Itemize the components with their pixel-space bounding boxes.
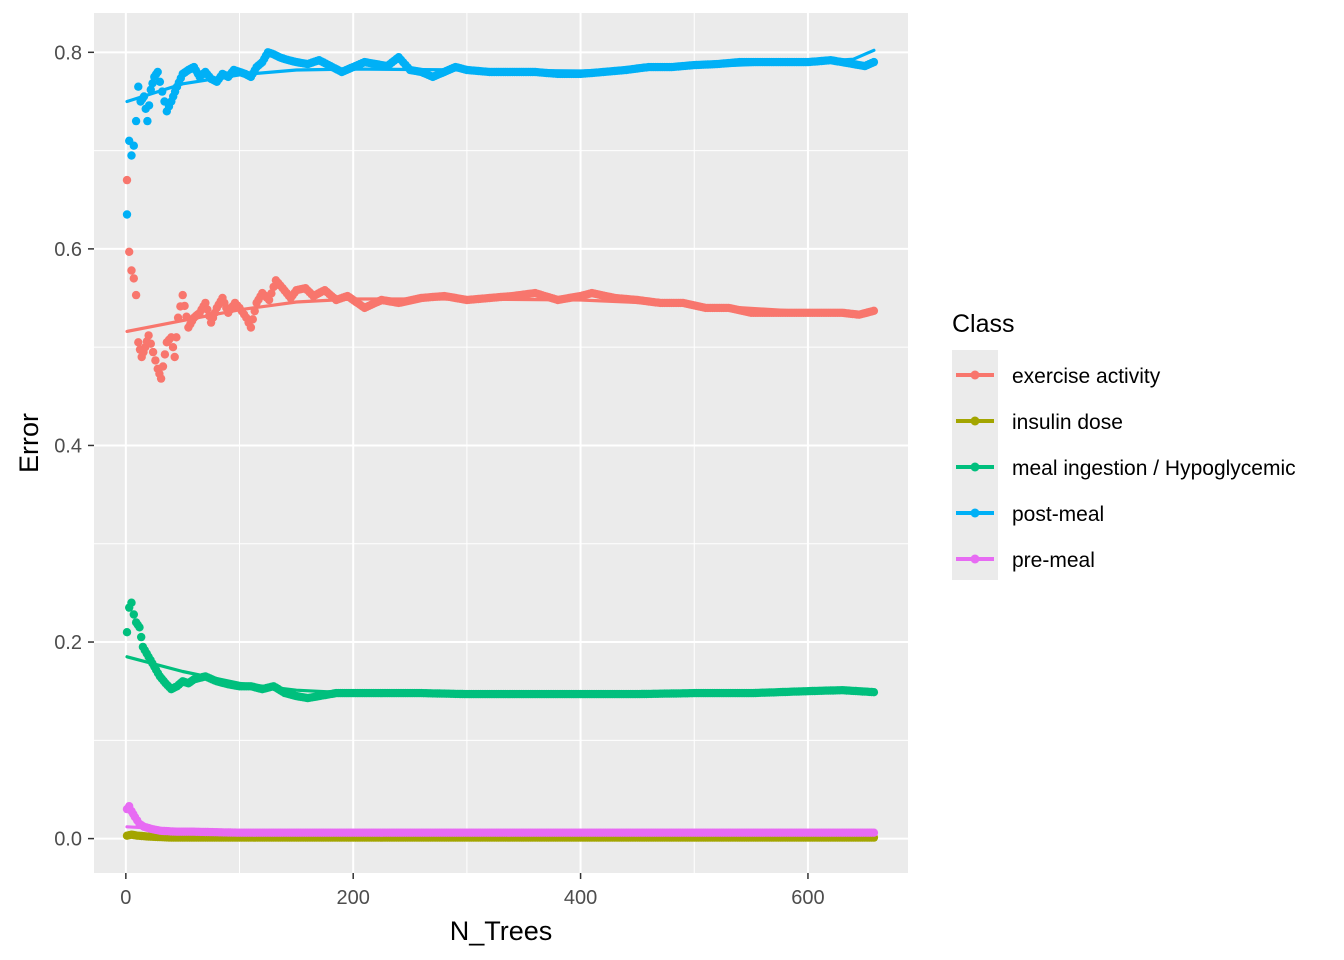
- data-point: [131, 116, 141, 126]
- legend-key-point: [970, 416, 980, 426]
- legend-label: meal ingestion / Hypoglycemic: [1012, 457, 1296, 480]
- data-point: [158, 87, 167, 96]
- data-point: [143, 116, 152, 126]
- data-point: [127, 598, 136, 607]
- legend-key-point: [970, 370, 980, 380]
- data-point: [172, 333, 181, 342]
- data-point: [160, 350, 170, 359]
- data-point: [125, 247, 134, 256]
- legend-key-point: [970, 462, 980, 472]
- x-axis: 0 200 400 600: [120, 873, 825, 909]
- data-point: [151, 356, 160, 365]
- data-point: [869, 828, 879, 837]
- data-point: [246, 323, 256, 332]
- legend-label: pre-meal: [1012, 549, 1095, 572]
- x-axis-title: N_Trees: [450, 916, 553, 946]
- legend-key-point: [970, 508, 980, 518]
- data-point: [180, 301, 189, 311]
- y-tick-label: 0.2: [54, 632, 82, 654]
- data-point: [267, 289, 276, 298]
- x-tick-label: 600: [791, 887, 824, 909]
- data-point: [146, 85, 155, 94]
- data-point: [173, 313, 183, 322]
- data-point: [203, 305, 212, 314]
- x-tick-label: 0: [120, 887, 131, 909]
- data-point: [146, 339, 155, 348]
- y-axis-title: Error: [14, 413, 44, 473]
- data-point: [129, 274, 138, 283]
- legend-key-point: [970, 554, 980, 564]
- y-axis: 0.0 0.2 0.4 0.6 0.8: [54, 42, 94, 851]
- y-tick-label: 0.0: [54, 829, 82, 851]
- minor-gridlines: [94, 13, 908, 873]
- y-tick-label: 0.4: [54, 435, 82, 457]
- y-tick-label: 0.6: [54, 239, 82, 261]
- data-point: [264, 295, 274, 305]
- data-point: [201, 298, 210, 308]
- data-point: [168, 343, 178, 352]
- data-point: [170, 352, 179, 362]
- plot-panel: [94, 13, 908, 873]
- data-point: [178, 290, 187, 300]
- data-point: [127, 266, 136, 275]
- data-point: [122, 628, 132, 637]
- data-point: [869, 306, 879, 315]
- data-point: [148, 79, 157, 88]
- series-points: [122, 48, 879, 219]
- data-point: [134, 82, 143, 91]
- series-points: [122, 802, 879, 837]
- data-point: [131, 290, 141, 300]
- data-point: [148, 347, 158, 357]
- data-point: [129, 610, 138, 619]
- data-point: [144, 101, 154, 110]
- data-point: [129, 141, 138, 150]
- data-point: [869, 688, 879, 697]
- data-point: [139, 92, 149, 101]
- data-point: [137, 632, 146, 642]
- legend-title: Class: [952, 310, 1015, 338]
- data-point: [134, 338, 143, 347]
- data-point: [122, 210, 132, 219]
- series-points: [122, 598, 879, 703]
- legend-label: post-meal: [1012, 503, 1104, 526]
- data-point: [869, 57, 879, 67]
- data-point: [158, 362, 168, 371]
- data-point: [127, 151, 136, 160]
- x-tick-label: 200: [337, 887, 370, 909]
- data-point: [248, 315, 257, 324]
- x-tick-label: 400: [564, 887, 597, 909]
- series-points: [122, 175, 879, 383]
- data-point: [122, 175, 132, 185]
- data-point: [155, 77, 165, 87]
- data-point: [250, 306, 259, 316]
- legend: Class exercise activity insulin dose meal …: [952, 310, 1296, 580]
- y-tick-label: 0.8: [54, 42, 82, 64]
- data-point: [135, 623, 144, 632]
- legend-label: insulin dose: [1012, 411, 1123, 434]
- data-point: [153, 67, 162, 77]
- data-point: [156, 374, 166, 383]
- data-point: [144, 331, 153, 340]
- legend-label: exercise activity: [1012, 365, 1161, 388]
- data-points: [122, 48, 879, 842]
